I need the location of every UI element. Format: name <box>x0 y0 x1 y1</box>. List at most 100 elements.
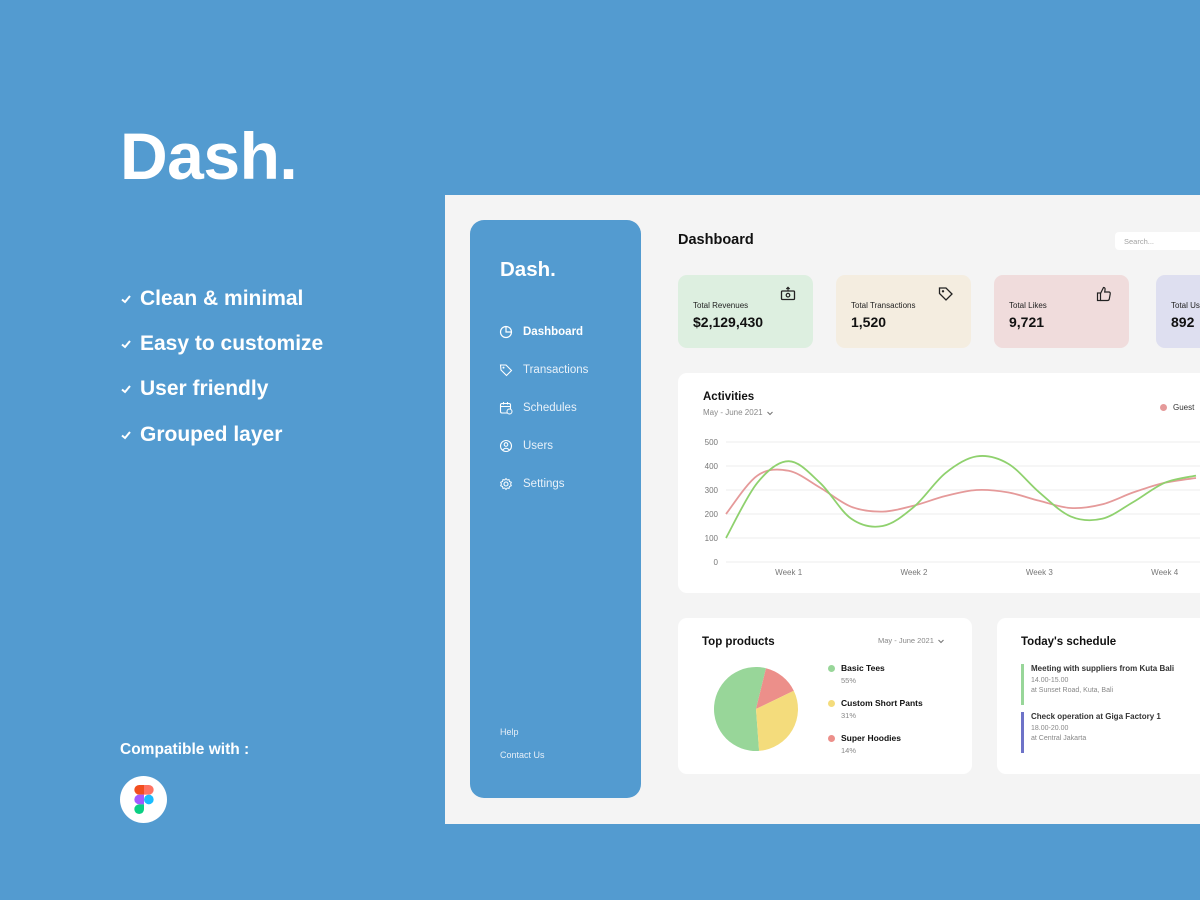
chevron-down-icon <box>766 411 773 415</box>
stat-card-users: Total Us 892 <box>1156 275 1200 348</box>
feature-label: Grouped layer <box>140 422 283 446</box>
sidebar-item-schedules[interactable]: Schedules <box>499 389 639 427</box>
schedule-event[interactable]: Meeting with suppliers from Kuta Bali 14… <box>1021 664 1174 705</box>
activities-line-chart: 0 100 200 300 400 500 Week 1 Week 2 Week 3 Week 4 <box>705 438 1200 577</box>
feature-item: Grouped layer <box>120 412 323 457</box>
stat-label: Total Us <box>1171 301 1200 310</box>
top-products-range-select[interactable]: May - June 2021 <box>878 636 945 645</box>
event-place: at Central Jakarta <box>1031 735 1087 743</box>
product-swatch <box>828 700 835 707</box>
tag-icon <box>499 364 513 377</box>
y-tick-label: 300 <box>705 486 719 495</box>
activities-card: Activities May - June 2021 Guest 0 100 200… <box>678 373 1200 593</box>
y-tick-label: 0 <box>714 558 719 567</box>
feature-item: Clean & minimal <box>120 276 323 321</box>
x-tick-label: Week 3 <box>1026 568 1054 577</box>
contact-us-link[interactable]: Contact Us <box>500 750 545 760</box>
figma-icon <box>133 785 154 814</box>
pie-slice <box>756 668 794 709</box>
stat-card-revenues: Total Revenues $2,129,430 <box>678 275 813 348</box>
legend-label: Guest <box>1173 403 1195 412</box>
stat-label: Total Revenues <box>693 301 749 310</box>
product-item: Basic Tees 55% <box>828 663 923 698</box>
feature-label: Easy to customize <box>140 331 324 355</box>
sidebar-item-label: Users <box>523 440 554 452</box>
x-tick-label: Week 1 <box>775 568 803 577</box>
chart-legend: Guest <box>1160 403 1194 412</box>
legend-swatch <box>1160 404 1167 411</box>
stat-card-likes: Total Likes 9,721 <box>994 275 1129 348</box>
event-time: 18.00-20.00 <box>1031 725 1069 732</box>
stat-card-transactions: Total Transactions 1,520 <box>836 275 971 348</box>
sidebar-item-label: Settings <box>523 478 565 490</box>
figma-badge <box>120 776 167 823</box>
stat-value: 1,520 <box>851 314 887 330</box>
y-tick-label: 400 <box>705 462 719 471</box>
top-products-card: Top products May - June 2021 Basic Tees … <box>678 618 972 774</box>
schedule-title: Today's schedule <box>1021 636 1117 648</box>
stat-value: 892 <box>1171 314 1195 330</box>
activities-range-label: May - June 2021 <box>703 408 763 417</box>
top-products-pie-chart <box>714 667 798 751</box>
sidebar-item-label: Schedules <box>523 402 577 414</box>
page-title: Dashboard <box>678 232 754 248</box>
stat-value: $2,129,430 <box>693 314 764 330</box>
pie-chart-icon <box>499 325 513 339</box>
sidebar-footer: Help Contact Us <box>500 727 545 773</box>
sidebar-item-settings[interactable]: Settings <box>499 465 639 503</box>
activities-title: Activities <box>703 391 755 403</box>
sidebar-item-transactions[interactable]: Transactions <box>499 351 639 389</box>
schedule-event[interactable]: Check operation at Giga Factory 1 18.00-… <box>1021 712 1161 753</box>
app-window: Dash. Dashboard Transactions Schedules U… <box>445 195 1200 824</box>
product-item: Super Hoodies 14% <box>828 733 923 768</box>
x-tick-label: Week 4 <box>1151 568 1179 577</box>
top-products-title: Top products <box>702 636 775 648</box>
gear-icon <box>500 477 512 491</box>
product-swatch <box>828 735 835 742</box>
top-products-range-label: May - June 2021 <box>878 636 934 645</box>
pie-slice <box>756 690 798 751</box>
calendar-icon <box>499 402 513 415</box>
series-line-1 <box>725 468 1197 515</box>
feature-list: Clean & minimal Easy to customize User f… <box>120 276 323 457</box>
help-link[interactable]: Help <box>500 727 519 737</box>
product-percent: 14% <box>841 746 857 755</box>
product-percent: 55% <box>841 676 857 685</box>
activities-range-select[interactable]: May - June 2021 <box>703 408 774 417</box>
sidebar-logo: Dash. <box>500 258 556 281</box>
search-input[interactable] <box>1115 232 1200 250</box>
series-line-2 <box>725 455 1197 539</box>
product-list: Basic Tees 55% Custom Short Pants 31% Su… <box>828 663 923 768</box>
event-place: at Sunset Road, Kuta, Bali <box>1031 687 1114 695</box>
check-icon <box>121 340 131 349</box>
feature-item: User friendly <box>120 367 323 412</box>
sidebar-item-label: Transactions <box>523 364 589 376</box>
sidebar: Dash. Dashboard Transactions Schedules U… <box>470 220 641 798</box>
pie-slice <box>714 667 766 751</box>
y-tick-label: 100 <box>705 534 719 543</box>
product-percent: 31% <box>841 711 857 720</box>
check-icon <box>121 430 131 439</box>
event-time: 14.00-15.00 <box>1031 677 1069 684</box>
tag-icon <box>938 287 953 301</box>
product-name: Custom Short Pants <box>841 698 923 708</box>
check-icon <box>121 295 131 304</box>
product-name: Super Hoodies <box>841 733 901 743</box>
feature-label: User friendly <box>140 377 269 401</box>
y-tick-label: 200 <box>705 510 719 519</box>
product-name: Basic Tees <box>841 663 885 673</box>
user-icon <box>499 439 513 453</box>
event-title: Meeting with suppliers from Kuta Bali <box>1031 664 1175 673</box>
money-icon <box>780 286 796 301</box>
stat-label: Total Transactions <box>851 301 916 310</box>
y-tick-label: 500 <box>705 438 719 447</box>
product-item: Custom Short Pants 31% <box>828 698 923 733</box>
sidebar-item-dashboard[interactable]: Dashboard <box>499 313 639 351</box>
check-icon <box>121 385 131 394</box>
compatible-label: Compatible with : <box>120 741 250 758</box>
event-title: Check operation at Giga Factory 1 <box>1031 712 1161 721</box>
sidebar-item-users[interactable]: Users <box>499 427 639 465</box>
schedule-card: Today's schedule Meeting with suppliers … <box>997 618 1200 774</box>
product-swatch <box>828 665 835 672</box>
promo-title: Dash. <box>120 119 298 193</box>
